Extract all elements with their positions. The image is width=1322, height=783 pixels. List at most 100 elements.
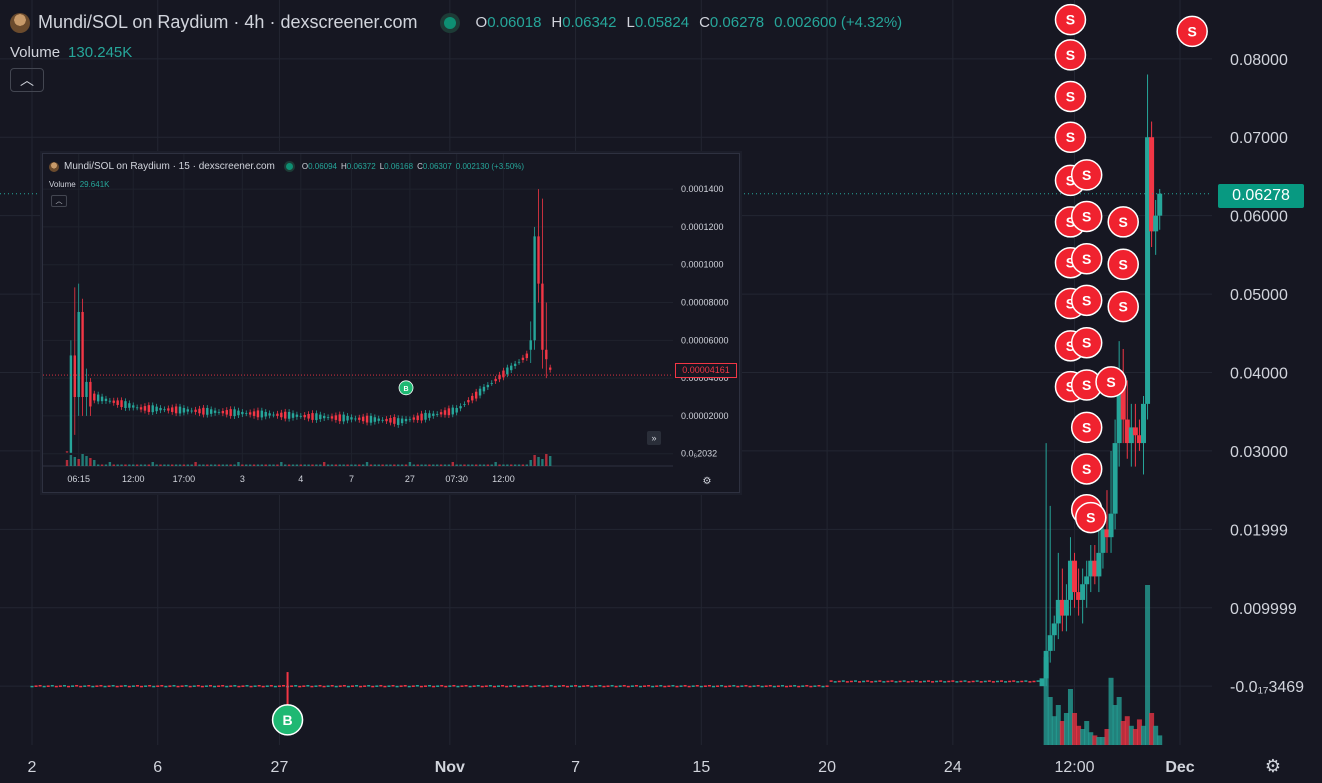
candle <box>480 685 484 688</box>
candle <box>371 685 375 688</box>
candle <box>359 685 363 688</box>
candle <box>955 681 959 683</box>
inset-candle <box>474 391 478 399</box>
inset-volume-bar <box>326 464 330 466</box>
inset-volume-bar <box>284 464 287 466</box>
inset-candle <box>77 311 80 398</box>
inset-volume-bar <box>381 464 384 466</box>
inset-candle <box>190 410 193 412</box>
inset-volume-bar <box>178 464 182 466</box>
candle <box>464 685 468 687</box>
inset-candle <box>182 407 186 413</box>
candle <box>752 685 756 687</box>
candle <box>87 685 91 687</box>
volume-label: Volume <box>10 44 61 61</box>
candle <box>318 685 322 687</box>
sell-marker <box>1070 159 1103 191</box>
candle <box>168 685 172 687</box>
candle <box>533 685 537 687</box>
inset-volume-bar <box>229 464 232 466</box>
x-axis-tick-label: 12:00 <box>1055 759 1095 776</box>
candle <box>237 685 241 688</box>
candle <box>987 680 991 682</box>
inset-candle <box>315 413 318 421</box>
inset-candle <box>393 417 396 424</box>
candle <box>638 685 642 688</box>
sell-marker-label: S <box>1082 461 1091 477</box>
candle <box>1028 681 1032 683</box>
candle <box>675 685 679 688</box>
candle <box>135 685 139 687</box>
candle <box>1136 435 1142 444</box>
inset-volume-bar <box>77 459 80 466</box>
candle <box>882 681 886 683</box>
volume-readout: Volume 130.245K <box>10 44 132 61</box>
inset-candle <box>404 418 408 422</box>
inset-candle <box>260 410 264 418</box>
inset-candle <box>159 407 162 411</box>
inset-volume-bar <box>280 462 283 466</box>
candle <box>484 685 488 687</box>
inset-volume-bar <box>295 464 299 466</box>
candle <box>537 685 541 687</box>
inset-volume-bar <box>307 464 310 466</box>
candle <box>703 685 707 687</box>
inset-volume-bar <box>334 464 338 466</box>
sell-marker <box>1107 248 1139 281</box>
candle <box>58 685 62 687</box>
candle <box>768 685 772 687</box>
inset-y-axis-tick-label: 0.0001200 <box>681 222 724 232</box>
inset-x-axis-tick-label: 17:00 <box>173 474 196 484</box>
candle <box>30 685 34 688</box>
candle <box>947 680 951 683</box>
candle <box>265 685 269 687</box>
candle <box>282 685 286 687</box>
candle <box>764 685 768 687</box>
inset-candle <box>525 353 529 359</box>
candle <box>184 685 188 687</box>
candle <box>793 685 797 687</box>
inset-chart-screenshot: 0.0001400 0.0001200 0.0001000 0.00008000 0.0… <box>42 153 740 493</box>
inset-candle <box>510 365 513 371</box>
candle <box>330 685 334 687</box>
candle <box>38 685 42 687</box>
inset-candle <box>486 384 490 388</box>
candle <box>1072 560 1078 593</box>
inset-candle <box>93 393 96 401</box>
collapse-legend-button[interactable]: ︿ <box>10 68 44 92</box>
candle <box>1128 427 1134 444</box>
inset-candlestick-chart: 0.0001400 0.0001200 0.0001000 0.00008000 0.0… <box>43 154 729 484</box>
volume-bar <box>1132 729 1138 745</box>
x-axis-tick-label: Dec <box>1165 759 1194 776</box>
chart-settings-button[interactable]: ⚙ <box>1262 755 1284 777</box>
candle <box>671 685 675 687</box>
inset-volume-bar <box>330 464 334 466</box>
candle <box>525 685 529 687</box>
candle <box>1016 681 1020 683</box>
sell-marker-label: S <box>1106 374 1115 390</box>
inset-candle <box>397 418 400 425</box>
candle <box>736 685 740 688</box>
candle <box>1116 388 1122 444</box>
candle <box>878 680 882 682</box>
inset-volume-bar <box>549 456 552 466</box>
candle <box>561 685 565 687</box>
inset-volume-bar <box>389 464 392 466</box>
inset-ohlc-readout: O0.06094 H0.06372 L0.06168 C0.06307 0.00… <box>301 162 525 171</box>
inset-volume-bar <box>159 464 162 466</box>
inset-candle <box>428 413 431 418</box>
inset-volume-bar <box>81 454 84 466</box>
inset-volume-bar <box>474 464 478 466</box>
candle <box>707 685 711 687</box>
candle <box>444 685 448 688</box>
candle <box>837 680 841 683</box>
inset-volume-bar <box>525 464 529 466</box>
inset-volume-bar <box>361 464 365 466</box>
volume-bar <box>1112 705 1118 745</box>
inset-volume-bar <box>459 464 462 466</box>
inset-volume-bar <box>490 464 493 466</box>
inset-candle <box>498 374 501 380</box>
inset-candle <box>237 410 240 416</box>
candle <box>776 685 780 687</box>
inset-candle <box>506 367 509 375</box>
